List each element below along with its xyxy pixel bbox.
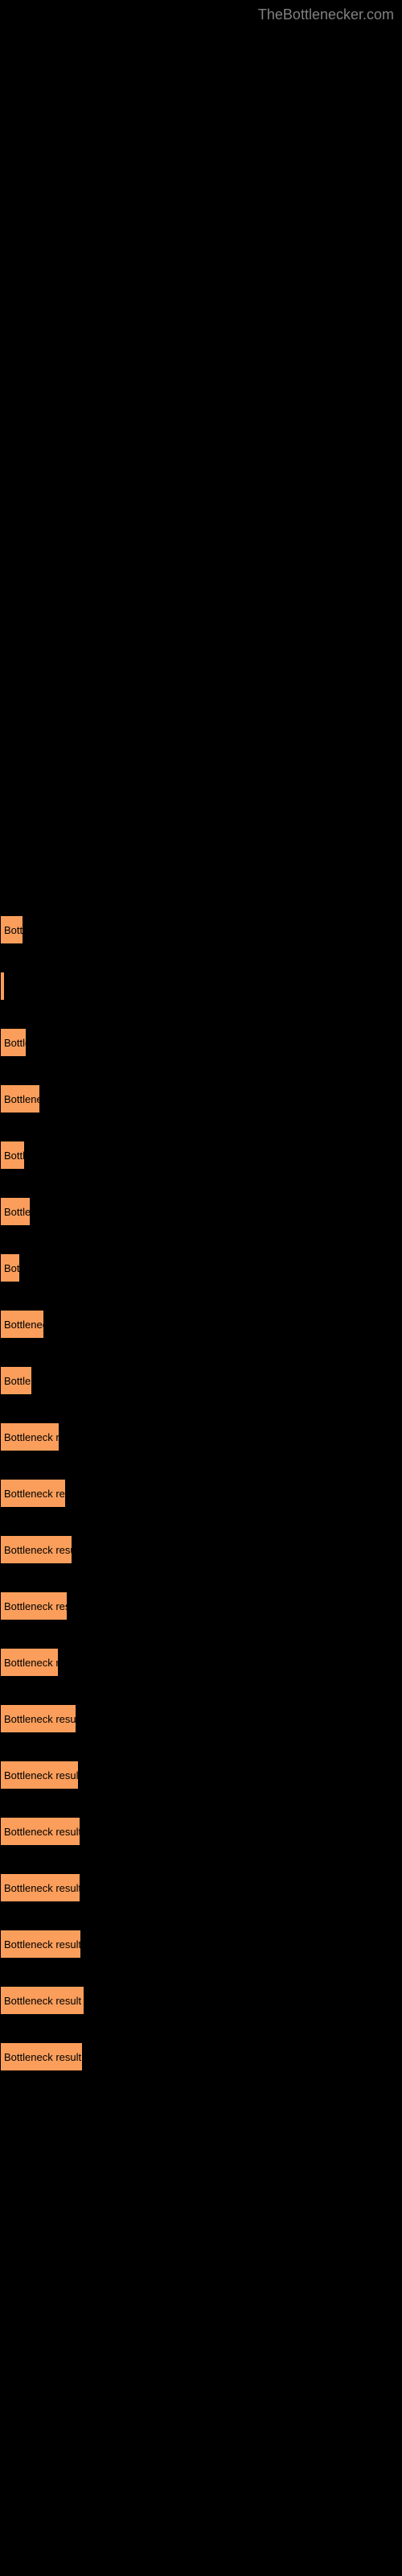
bar-row: Bottleneck resul — [0, 1578, 402, 1634]
chart-bar: Bottleneck result — [0, 1873, 80, 1902]
chart-bar: Bottle — [0, 1141, 25, 1170]
bar-row: Bottleneck result — [0, 1972, 402, 2029]
chart-bar: Bottleneck — [0, 1310, 44, 1339]
bar-row: Bottleneck result — [0, 1521, 402, 1578]
chart-bar: Bottleneck resu — [0, 1479, 66, 1508]
bar-row: Bottlenec — [0, 1071, 402, 1127]
chart-bar: Bott — [0, 915, 23, 944]
bar-row: Bottlen — [0, 1183, 402, 1240]
chart-bar — [0, 972, 5, 1001]
bar-row: Bottleneck result — [0, 1690, 402, 1747]
bar-row: Bott — [0, 902, 402, 958]
chart-bar: Bottlenec — [0, 1084, 40, 1113]
bar-row: Bottleneck result — [0, 2029, 402, 2085]
bar-row: Bottleneck res — [0, 1409, 402, 1465]
bar-row: Bottleneck — [0, 1296, 402, 1352]
bar-row: Bottlen — [0, 1352, 402, 1409]
chart-bar: Bottlen — [0, 1366, 32, 1395]
bar-row: Bottleneck result — [0, 1860, 402, 1916]
chart-bar: Bottleneck result — [0, 2042, 83, 2071]
bar-row: Bottleneck re — [0, 1634, 402, 1690]
chart-bar: Bottleneck result — [0, 1817, 80, 1846]
chart-bar: Bottleneck resul — [0, 1591, 68, 1620]
chart-bar: Bottleneck result — [0, 1761, 79, 1790]
chart-bar: Bottleneck res — [0, 1422, 59, 1451]
bar-row: Bottle — [0, 1014, 402, 1071]
chart-bar: Bottleneck re — [0, 1648, 59, 1677]
bar-row: Bottleneck result — [0, 1916, 402, 1972]
bar-row: Bottleneck result — [0, 1803, 402, 1860]
chart-bar: Bottlen — [0, 1197, 31, 1226]
chart-bar: Bottleneck result — [0, 1704, 76, 1733]
bar-row: Bottleneck result — [0, 1747, 402, 1803]
chart-bar: Bottleneck result — [0, 1535, 72, 1564]
bar-row: Bottle — [0, 1127, 402, 1183]
bar-chart: Bott Bottle Bottlenec Bottle Bottlen Bot Bottl… — [0, 0, 402, 2109]
bar-row: Bottleneck resu — [0, 1465, 402, 1521]
chart-bar: Bottleneck result — [0, 1930, 81, 1959]
chart-bar: Bottle — [0, 1028, 27, 1057]
bar-row: Bot — [0, 1240, 402, 1296]
bar-row — [0, 958, 402, 1014]
chart-bar: Bot — [0, 1253, 20, 1282]
chart-bar: Bottleneck result — [0, 1986, 84, 2015]
